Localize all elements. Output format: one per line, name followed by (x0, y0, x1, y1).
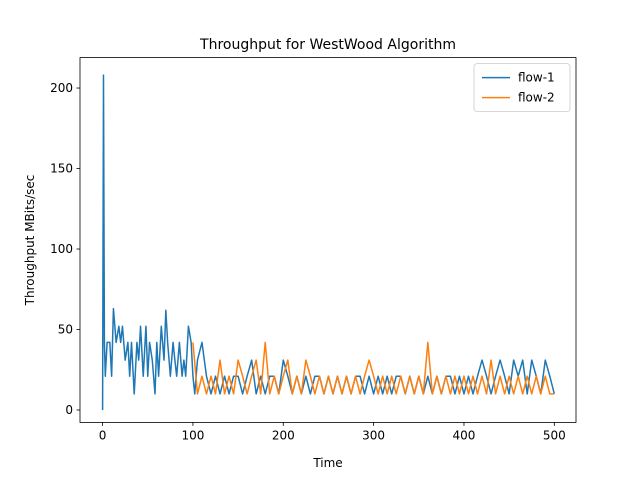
x-tick-label: 300 (362, 428, 385, 442)
y-axis-label: Throughput MBits/sec (23, 175, 37, 307)
x-axis-label: Time (312, 456, 342, 470)
series-line (101, 74, 556, 411)
x-tick-label: 200 (272, 428, 295, 442)
x-tick-label: 0 (99, 428, 107, 442)
x-tick-label: 500 (543, 428, 566, 442)
y-tick-label: 200 (50, 81, 73, 95)
series-line (192, 341, 555, 395)
x-tick-label: 100 (181, 428, 204, 442)
legend-label: flow-1 (518, 71, 555, 85)
y-tick-label: 0 (65, 403, 73, 417)
legend-label: flow-2 (518, 91, 555, 105)
y-tick-label: 150 (50, 162, 73, 176)
y-tick-label: 100 (50, 242, 73, 256)
plot-frame (79, 57, 577, 423)
chart-title: Throughput for WestWood Algorithm (199, 37, 456, 53)
x-tick-label: 400 (453, 428, 476, 442)
y-tick-label: 50 (58, 323, 73, 337)
legend-box (473, 63, 571, 112)
